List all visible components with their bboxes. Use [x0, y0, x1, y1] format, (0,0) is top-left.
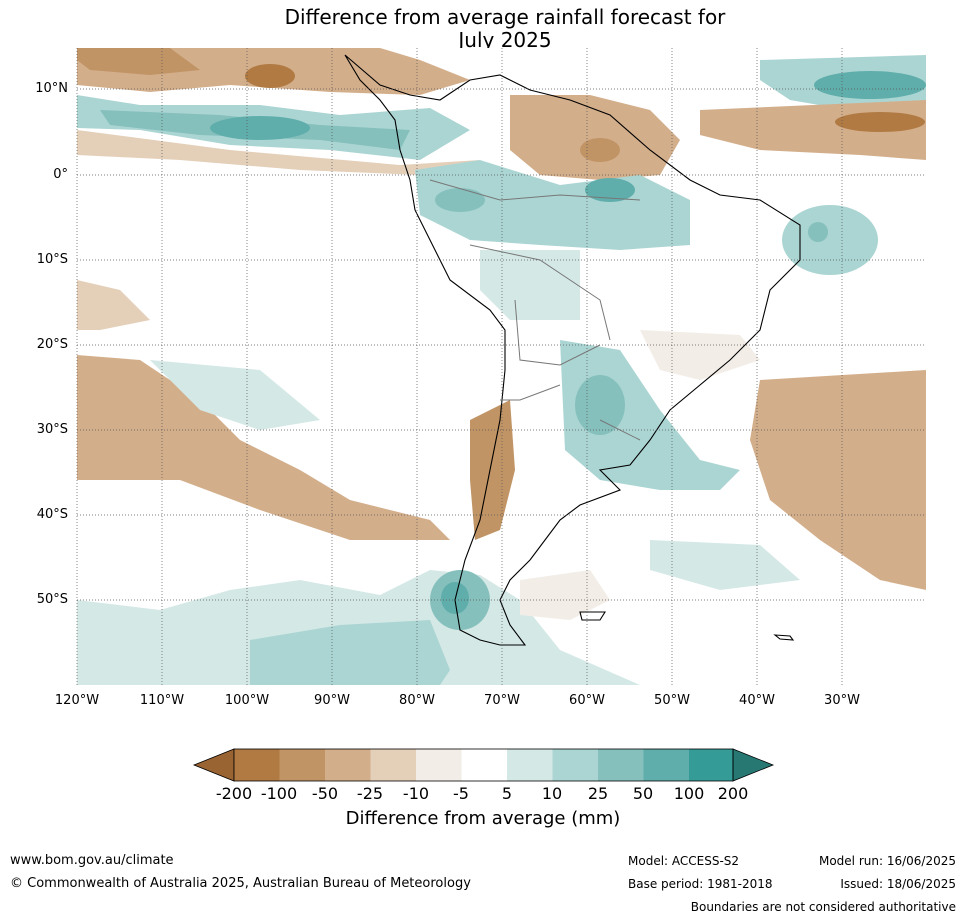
base-period: Base period: 1981-2018 [628, 877, 773, 891]
colorbar-tick-label: -5 [453, 784, 469, 803]
lon-label-90w: 90°W [314, 693, 350, 708]
colorbar-high-extension [732, 748, 775, 782]
lon-label-100w: 100°W [224, 693, 270, 708]
colorbar-tick-label: -10 [402, 784, 430, 803]
colorbar-low-extension [192, 748, 235, 782]
colorbar-tick-label: 200 [717, 784, 749, 803]
colorbar-swatch [689, 749, 733, 781]
anomaly-fields [77, 48, 926, 685]
colorbar-swatch [234, 749, 280, 781]
colorbar-tick-label: 5 [501, 784, 513, 803]
boundaries-disclaimer: Boundaries are not considered authoritat… [690, 900, 956, 914]
colorbar-tick-label: -25 [356, 784, 384, 803]
lon-label-110w: 110°W [139, 693, 185, 708]
model-name: Model: ACCESS-S2 [628, 854, 740, 868]
colorbar-swatch [552, 749, 598, 781]
colorbar-swatch [370, 749, 416, 781]
colorbar-swatch [461, 749, 507, 781]
model-run-date: Model run: 16/06/2025 [818, 854, 956, 868]
lat-label-50s: 50°S [36, 592, 68, 607]
colorbar-tick-label: -200 [215, 784, 253, 803]
map-title-line2: July 2025 [458, 28, 552, 52]
lon-label-30w: 30°W [824, 693, 860, 708]
lat-label-40s: 40°S [36, 507, 68, 522]
colorbar-tick-label: -50 [311, 784, 339, 803]
colorbar-tick-label: 50 [632, 784, 654, 803]
colorbar-tick-label: 10 [541, 784, 563, 803]
lon-label-120w: 120°W [54, 693, 100, 708]
colorbar-tick-label: -100 [260, 784, 298, 803]
copyright-notice: © Commonwealth of Australia 2025, Austra… [10, 876, 471, 891]
colorbar-swatch [416, 749, 462, 781]
lat-label-0: 0° [53, 167, 68, 182]
coastlines [344, 54, 801, 646]
website-link[interactable]: www.bom.gov.au/climate [10, 853, 174, 868]
colorbar-swatch [598, 749, 644, 781]
map-title-line1: Difference from average rainfall forecas… [284, 5, 726, 29]
colorbar-swatch [507, 749, 553, 781]
lon-label-60w: 60°W [569, 693, 605, 708]
lon-label-40w: 40°W [739, 693, 775, 708]
lat-label-20s: 20°S [36, 337, 68, 352]
colorbar-swatch [279, 749, 325, 781]
lon-label-50w: 50°W [654, 693, 690, 708]
lat-label-10n: 10°N [35, 81, 68, 96]
lat-label-30s: 30°S [36, 422, 68, 437]
issued-date: Issued: 18/06/2025 [840, 877, 956, 891]
colorbar-swatch [643, 749, 689, 781]
lon-label-70w: 70°W [484, 693, 520, 708]
colorbar-tick-label: 100 [673, 784, 705, 803]
country-borders [429, 179, 641, 441]
colorbar-tick-label: 25 [587, 784, 609, 803]
lat-label-10s: 10°S [36, 252, 68, 267]
colorbar-swatch [325, 749, 371, 781]
graticule [76, 48, 926, 685]
colorbar-title: Difference from average (mm) [345, 808, 621, 829]
lon-label-80w: 80°W [399, 693, 435, 708]
